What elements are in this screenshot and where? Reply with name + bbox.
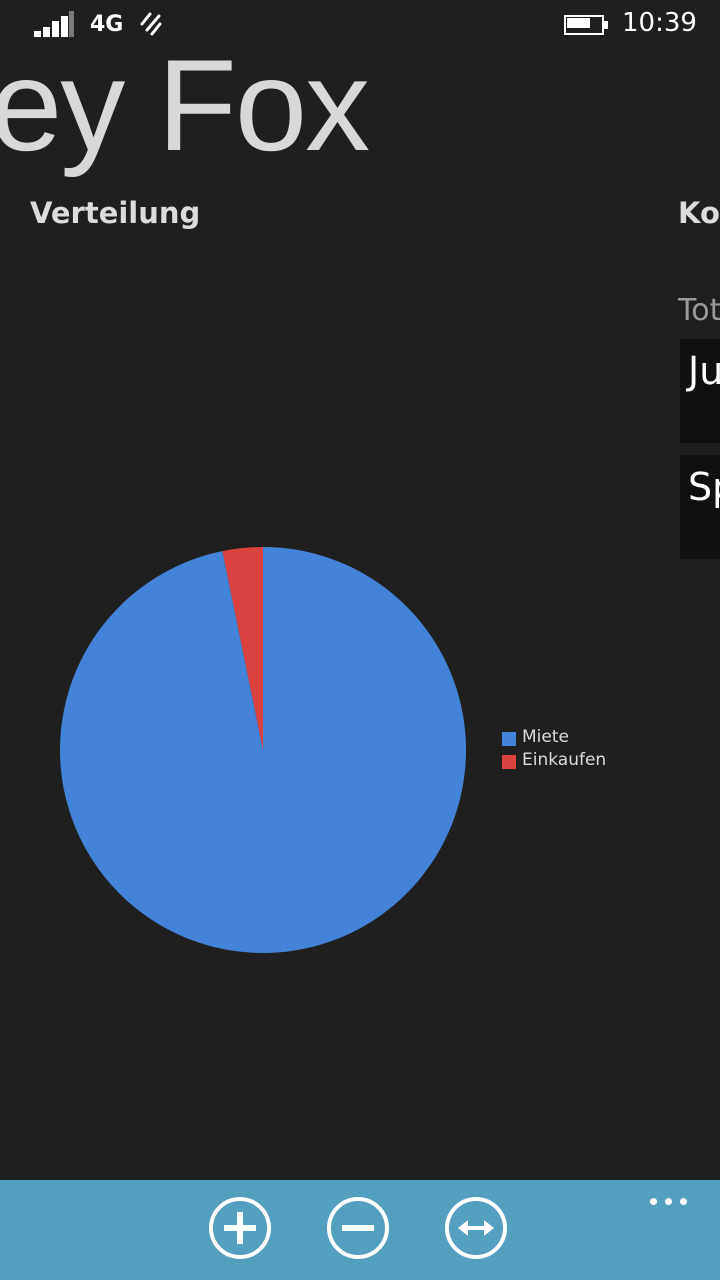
app-bar (0, 1180, 720, 1280)
legend-swatch (502, 732, 516, 746)
plus-icon (209, 1197, 271, 1259)
battery-level (567, 18, 590, 28)
double-arrow-icon (445, 1197, 507, 1259)
minus-icon (327, 1197, 389, 1259)
section-title-verteilung[interactable]: Verteilung (30, 196, 201, 230)
pie-slice-einkaufen (222, 547, 263, 750)
section-title-next[interactable]: Kor (678, 196, 720, 230)
legend-label: Miete (522, 727, 569, 747)
battery-icon (564, 15, 608, 35)
signal-strength-icon (34, 11, 76, 37)
account-tile[interactable]: Ju (680, 339, 720, 443)
ellipsis-icon[interactable] (646, 1186, 692, 1216)
account-tile[interactable]: Sp (680, 455, 720, 559)
transfer-button[interactable] (444, 1196, 508, 1260)
remove-button[interactable] (326, 1196, 390, 1260)
total-label: Tot (678, 293, 720, 328)
pie-chart (59, 547, 466, 953)
status-bar: 4G 10:39 (0, 0, 720, 50)
add-button[interactable] (208, 1196, 272, 1260)
legend-label: Einkaufen (522, 750, 607, 770)
legend-swatch (502, 755, 516, 769)
account-tile-label: Ju (688, 349, 720, 393)
data-sense-icon (138, 10, 164, 38)
network-type: 4G (90, 12, 124, 37)
app-title: ey Fox (0, 32, 370, 178)
account-tile-label: Sp (688, 465, 720, 509)
clock: 10:39 (622, 8, 697, 38)
